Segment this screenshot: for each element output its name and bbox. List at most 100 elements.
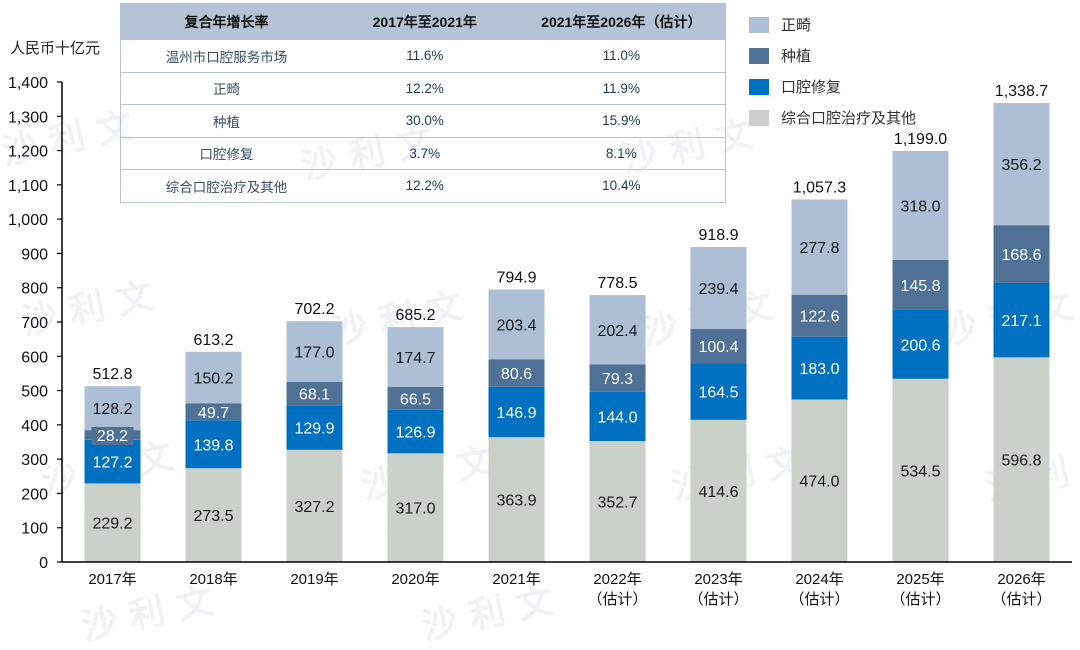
segment-label: 129.9 — [294, 421, 334, 438]
bar-segment — [589, 364, 646, 392]
total-label: 613.2 — [193, 332, 233, 349]
cagr-value: 11.0% — [517, 40, 726, 73]
segment-label: 28.2 — [97, 428, 128, 445]
y-tick-label: 600 — [21, 349, 48, 366]
legend-item-implant: 种植 — [749, 40, 916, 71]
y-tick-label: 900 — [21, 246, 48, 263]
segment-label: 534.5 — [900, 463, 940, 480]
bar-segment — [286, 381, 343, 406]
bars-layer — [84, 103, 1050, 562]
x-tick-sublabel: （估计） — [789, 590, 849, 608]
segment-label: 145.8 — [900, 278, 940, 295]
bar-segment — [791, 336, 848, 400]
segment-label: 200.6 — [900, 337, 940, 354]
bar-segment — [84, 483, 141, 562]
bar-segment — [488, 359, 545, 387]
segment-label: 128.2 — [92, 401, 132, 418]
y-tick-label: 1,300 — [8, 109, 48, 126]
bar-segment — [286, 449, 343, 562]
legend-label: 综合口腔治疗及其他 — [781, 109, 917, 127]
legend-swatch — [749, 47, 769, 64]
bar-segment — [892, 150, 949, 260]
y-tick-label: 400 — [21, 418, 48, 435]
bar-segment — [185, 420, 242, 469]
cagr-row-label: 正畸 — [120, 72, 332, 105]
x-tick-label: 2019年 — [290, 571, 338, 588]
bar-segment — [690, 363, 747, 420]
bar-segment — [488, 289, 545, 360]
segment-label: 168.6 — [1001, 247, 1041, 264]
segment-label: 239.4 — [698, 281, 738, 298]
total-label: 1,057.3 — [793, 179, 846, 196]
y-tick-label: 100 — [21, 521, 48, 538]
bar-segment — [589, 441, 646, 562]
cagr-header-label: 复合年增长率 — [120, 3, 332, 40]
chart-legend: 正畸 种植 口腔修复 综合口腔治疗及其他 — [749, 9, 916, 133]
segment-label: 49.7 — [198, 405, 229, 422]
total-label: 1,199.0 — [894, 131, 947, 148]
x-tick-label: 2023年 — [694, 571, 742, 588]
bar-segment — [892, 309, 949, 379]
x-tick-label: 2020年 — [391, 571, 439, 588]
cagr-row-label: 温州市口腔服务市场 — [120, 40, 332, 73]
bar-segment — [488, 437, 545, 562]
bar-segment — [488, 386, 545, 438]
y-tick-label: 200 — [21, 486, 48, 503]
segment-label: 474.0 — [799, 474, 839, 491]
segment-label: 273.5 — [193, 508, 233, 525]
bar-segment — [589, 295, 646, 365]
segment-label: 327.2 — [294, 499, 334, 516]
bar-segment — [892, 259, 949, 310]
bar-segment — [993, 282, 1050, 358]
bar-segment — [286, 321, 343, 382]
total-label: 512.8 — [92, 366, 132, 383]
y-tick-label: 0 — [39, 555, 48, 572]
cagr-value: 30.0% — [331, 104, 518, 138]
segment-label: 318.0 — [900, 198, 940, 215]
legend-item-restoration: 口腔修复 — [749, 71, 916, 102]
cagr-value: 10.4% — [517, 169, 726, 203]
labels-layer: 229.2 127.2 28.2 128.2 512.8 273.5 139.8 49.7 15… — [91, 83, 1048, 533]
y-tick-label: 1,000 — [8, 212, 48, 229]
x-tick-sublabel: （估计） — [688, 590, 748, 608]
cagr-row-label: 种植 — [120, 104, 332, 138]
cagr-row-label: 综合口腔治疗及其他 — [120, 169, 332, 203]
bar-segment — [185, 468, 242, 562]
total-label: 918.9 — [698, 227, 738, 244]
segment-label: 139.8 — [193, 437, 233, 454]
x-tick-label: 2022年 — [593, 571, 641, 588]
y-tick-label: 500 — [21, 384, 48, 401]
table-row: 种植 30.0% 15.9% — [120, 104, 726, 138]
total-label: 794.9 — [496, 269, 536, 286]
segment-label: 317.0 — [395, 501, 435, 518]
legend-item-general-other: 综合口腔治疗及其他 — [749, 102, 916, 133]
legend-label: 种植 — [781, 47, 812, 65]
y-axis-unit-label: 人民币十亿元 — [10, 39, 101, 57]
x-tick-sublabel: （估计） — [890, 590, 950, 608]
cagr-value: 3.7% — [331, 137, 518, 170]
cagr-header-2021-2026: 2021年至2026年（估计） — [517, 3, 726, 40]
segment-label: 68.1 — [299, 387, 330, 404]
bar-segment — [589, 391, 646, 442]
legend-swatch — [749, 109, 769, 126]
bar-segment — [993, 357, 1050, 562]
y-tick-label: 700 — [21, 315, 48, 332]
segment-label: 100.4 — [698, 339, 738, 356]
cagr-value: 12.2% — [331, 169, 518, 203]
axes-layer: 2017年 2018年 2019年 2020年 2021年 2022年 （估计） 2023年 （… — [8, 75, 1072, 608]
cagr-value: 11.6% — [331, 40, 518, 73]
bar-segment — [286, 405, 343, 450]
total-label: 778.5 — [597, 275, 637, 292]
segment-label: 144.0 — [597, 409, 637, 426]
x-tick-sublabel: （估计） — [991, 590, 1051, 608]
total-label: 702.2 — [294, 301, 334, 318]
stacked-bar-chart: 229.2 127.2 28.2 128.2 512.8 273.5 139.8 49.7 15… — [8, 75, 1072, 608]
y-tick-label: 1,200 — [8, 144, 48, 161]
x-tick-label: 2018年 — [189, 571, 237, 588]
segment-label: 79.3 — [602, 371, 633, 388]
bar-segment — [791, 199, 848, 295]
bar-segment — [690, 329, 747, 364]
segment-label: 356.2 — [1001, 157, 1041, 174]
legend-swatch — [749, 16, 769, 33]
segment-label: 596.8 — [1001, 453, 1041, 470]
